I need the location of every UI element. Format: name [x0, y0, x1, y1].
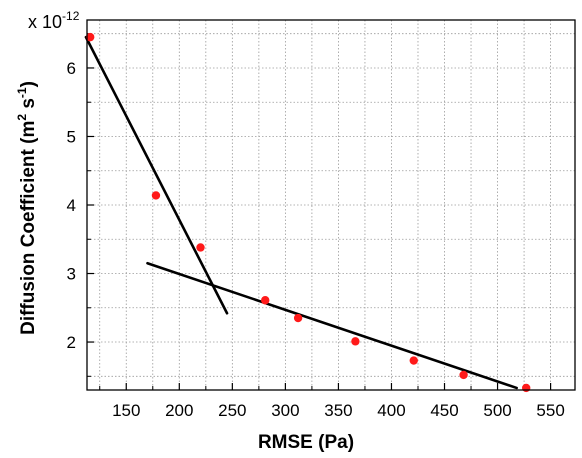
plot-frame: [86, 19, 576, 391]
x-tick-label: 550: [536, 401, 564, 420]
x-tick-label: 350: [324, 401, 352, 420]
x-tick-label: 500: [483, 401, 511, 420]
fit-lines: [84, 35, 518, 390]
x-tick-label: 450: [430, 401, 458, 420]
y-tick-label: 4: [67, 196, 76, 215]
y-axis-multiplier: x 10-12: [28, 9, 80, 32]
y-tick-label: 2: [67, 333, 76, 352]
grid: [87, 20, 575, 390]
y-title-part-1: Diffusion Coefficient (m: [18, 121, 39, 335]
y-title-part-2: s: [18, 98, 39, 114]
x-tick-label: 400: [377, 401, 405, 420]
data-point: [196, 243, 205, 252]
data-points: [85, 32, 531, 393]
y-multiplier-base: x 10: [28, 12, 62, 32]
y-title-superscript-2: 2: [15, 114, 29, 121]
x-tick-label: 150: [112, 401, 140, 420]
x-axis-ticks: 150 200 250 300 350 400 450 500 550: [112, 383, 565, 420]
y-tick-label: 5: [67, 127, 76, 146]
data-point: [459, 370, 468, 380]
data-point: [293, 313, 303, 323]
y-axis-ticks: 2 3 4 5 6: [67, 59, 94, 352]
x-tick-label: 300: [271, 401, 299, 420]
data-point: [522, 383, 531, 393]
data-point: [351, 337, 360, 346]
fit-line: [146, 261, 518, 390]
x-axis-title: RMSE (Pa): [258, 432, 354, 453]
y-title-part-3: ): [18, 81, 39, 87]
y-axis-title: Diffusion Coefficient (m2 s-1): [15, 81, 39, 335]
y-title-superscript-minus1: -1: [15, 87, 29, 98]
y-tick-label: 3: [67, 265, 76, 284]
y-multiplier-exponent: -12: [62, 9, 80, 23]
data-point: [261, 296, 270, 305]
data-point: [409, 356, 418, 365]
data-point: [151, 191, 161, 200]
x-tick-label: 250: [218, 401, 246, 420]
data-point: [85, 32, 95, 42]
fit-line: [84, 35, 229, 315]
x-tick-label: 200: [165, 401, 193, 420]
y-tick-label: 6: [67, 59, 76, 78]
